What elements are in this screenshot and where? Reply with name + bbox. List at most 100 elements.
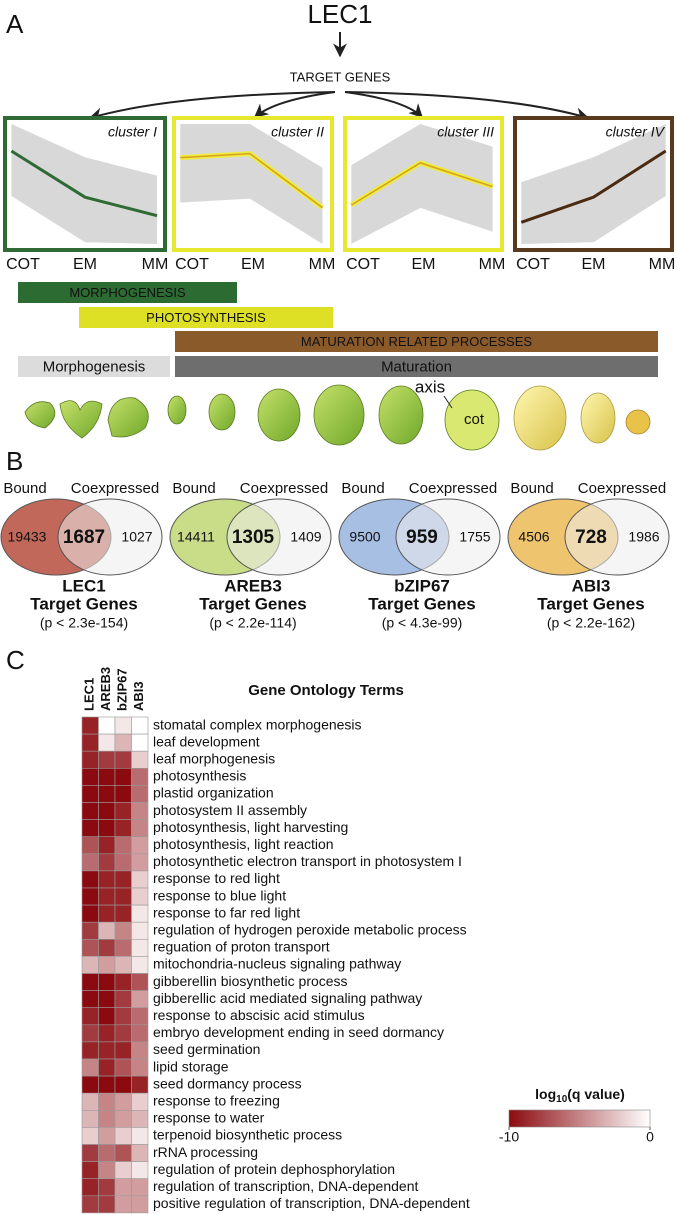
heatmap-cell	[114, 1195, 132, 1214]
cluster-label: cluster III	[437, 124, 494, 140]
row-label: response to abscisic acid stimulus	[153, 1007, 365, 1023]
heatmap-cell	[131, 1024, 149, 1043]
heatmap-cell	[98, 990, 116, 1008]
heatmap-cell	[114, 1041, 132, 1060]
heatmap-cell	[131, 785, 149, 803]
panel-label: B	[6, 446, 23, 476]
heatmap-cell	[81, 750, 99, 769]
row-label: terpenoid biosynthetic process	[153, 1127, 342, 1143]
heatmap-cell	[131, 1075, 149, 1094]
heatmap-cell	[98, 1110, 116, 1128]
heatmap-cell	[98, 1024, 116, 1043]
heatmap-cell	[114, 921, 132, 940]
heatmap-cell	[131, 733, 149, 752]
process-label: MATURATION RELATED PROCESSES	[301, 334, 532, 349]
heatmap-cell	[81, 1127, 99, 1145]
overlap-count: 1687	[63, 527, 105, 548]
stage-label: COT	[175, 256, 209, 273]
heatmap-cell	[131, 1127, 149, 1145]
heatmap-cell	[81, 956, 99, 974]
overlap-count: 728	[575, 527, 607, 548]
row-label: gibberellic acid mediated signaling path…	[153, 990, 422, 1006]
cluster-label: cluster II	[271, 124, 324, 140]
cluster-label: cluster IV	[606, 124, 666, 140]
heatmap-cell	[131, 1144, 149, 1162]
heatmap-cell	[131, 1178, 149, 1197]
heatmap-cell	[114, 1058, 132, 1077]
trend-line	[10, 149, 158, 218]
coexpressed-circle	[395, 498, 501, 576]
heatmap-cell	[131, 973, 149, 991]
source-gene: LEC1	[307, 0, 372, 29]
row-label: leaf morphogenesis	[153, 750, 275, 766]
stage-label: COT	[6, 256, 40, 273]
process-bar	[18, 282, 237, 303]
heatmap-cell	[98, 973, 116, 991]
row-label: photosynthesis, light harvesting	[153, 819, 348, 835]
heatmap-cell	[114, 887, 132, 906]
heatmap-cell	[114, 733, 132, 752]
heatmap-cell	[114, 1127, 132, 1145]
heatmap-cell	[114, 853, 132, 872]
bound-count: 4506	[518, 529, 549, 545]
pointer	[443, 395, 453, 409]
process-bars: MORPHOGENESIS PHOTOSYNTHESIS MATURATION RE…	[18, 282, 658, 377]
heatmap-cell	[114, 1092, 132, 1111]
colorbar-title-sub: 10	[556, 1094, 568, 1105]
heatmap-cell	[81, 1092, 99, 1111]
factor-name: AREB3	[224, 576, 282, 595]
heatmap-cell	[98, 938, 116, 957]
colorbar-title-rest: (q value)	[567, 1086, 625, 1102]
heatmap-cell	[81, 785, 99, 803]
colorbar	[508, 1109, 651, 1128]
heatmap-cell	[98, 1007, 116, 1026]
heatmap-cell	[81, 1007, 99, 1026]
target-genes-label: Target Genes	[199, 594, 306, 613]
heatmap-cell	[114, 938, 132, 957]
heatmap-cell	[81, 853, 99, 872]
row-label: embryo development ending in seed dorman…	[153, 1024, 444, 1040]
stage-label: MM	[649, 256, 676, 273]
coexpressed-circle	[226, 498, 332, 576]
heatmap-cell	[114, 956, 132, 974]
target-genes-label: Target Genes	[537, 594, 644, 613]
coexpressed-count: 1755	[459, 529, 490, 545]
heatmap-cell	[114, 870, 132, 889]
heatmap-cell	[114, 802, 132, 820]
heatmap-cell	[81, 1161, 99, 1179]
row-label: photosynthesis	[153, 768, 246, 784]
bound-label: Bound	[3, 480, 46, 497]
stage-label: EM	[412, 256, 436, 273]
column-label: AREB3	[98, 667, 113, 711]
heatmap-cell	[114, 1161, 132, 1179]
heatmap-cell	[81, 973, 99, 991]
colorbar-title-text: log	[535, 1086, 556, 1102]
heatmap-cell	[131, 1007, 149, 1026]
heatmap-cell	[114, 750, 132, 769]
heatmap-cell	[131, 1058, 149, 1077]
heatmap-cell	[114, 785, 132, 803]
process-bar	[18, 356, 170, 377]
bound-label: Bound	[510, 480, 553, 497]
heatmap-cell	[81, 938, 99, 957]
heatmap-cell	[81, 1178, 99, 1197]
heatmap-cell	[131, 1041, 149, 1060]
bound-count: 9500	[349, 529, 380, 545]
heatmap-cell	[81, 904, 99, 923]
overlap-count: 1305	[232, 527, 275, 548]
trend-line	[350, 162, 493, 206]
heatmap-cell	[81, 733, 99, 752]
coexpressed-count: 1027	[121, 529, 152, 545]
coexpressed-label: Coexpressed	[71, 480, 159, 497]
trend-line	[520, 149, 667, 224]
row-label: response to far red light	[153, 904, 300, 920]
heatmap-cell	[81, 921, 99, 940]
heatmap-cell	[98, 1041, 116, 1060]
coexpressed-circle	[564, 498, 670, 576]
heatmap-cell	[98, 1195, 116, 1214]
heatmap-cell	[81, 1110, 99, 1128]
row-label: response to blue light	[153, 887, 286, 903]
row-label: response to water	[153, 1110, 265, 1126]
heatmap-cell	[114, 1178, 132, 1197]
